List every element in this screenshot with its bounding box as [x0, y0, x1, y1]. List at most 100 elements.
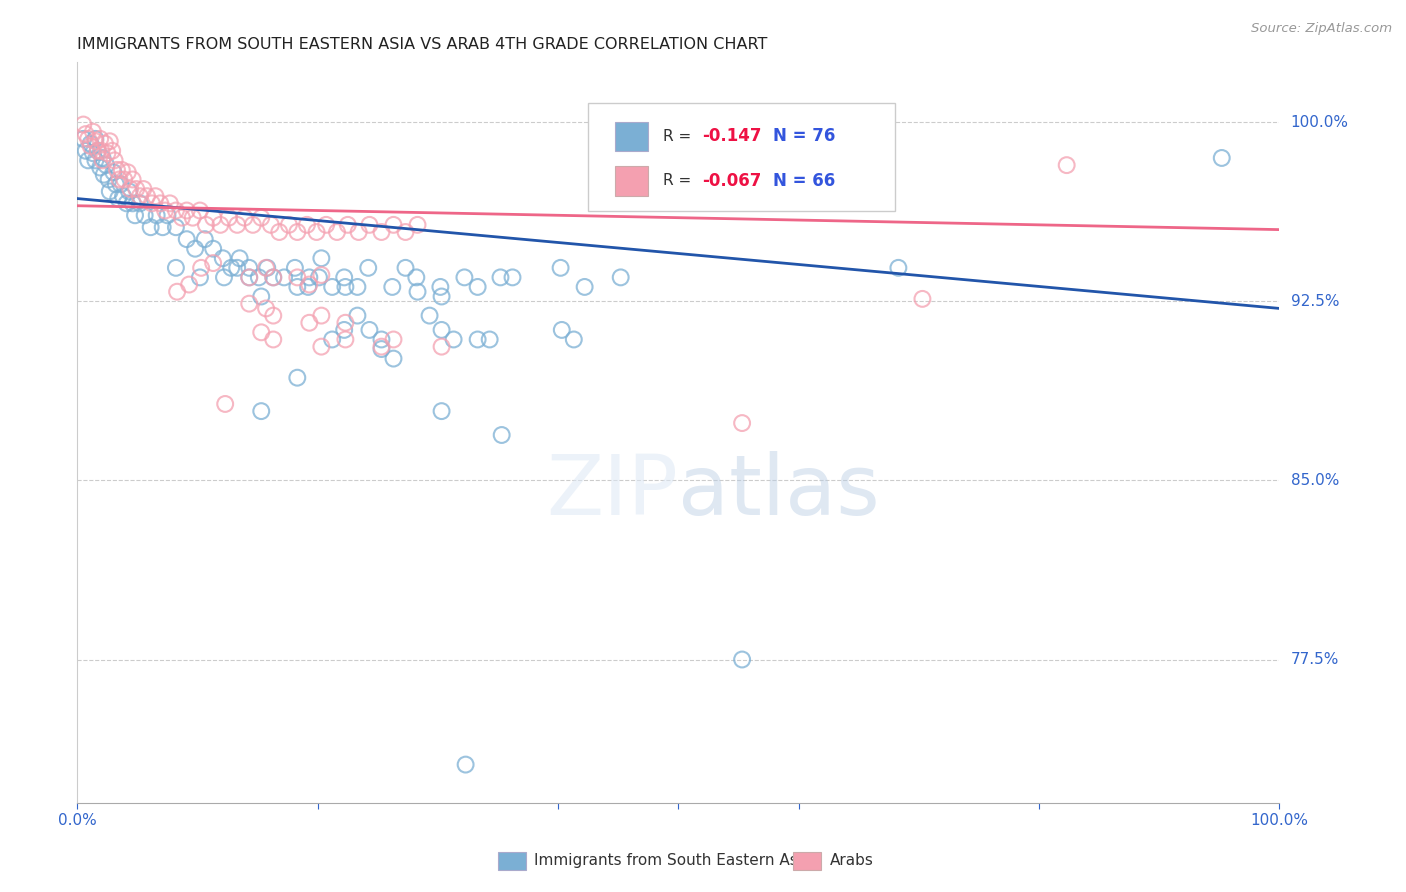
- Point: [333, 270, 356, 285]
- Point: [335, 280, 357, 294]
- Bar: [614, 166, 648, 195]
- Point: [134, 208, 156, 222]
- Point: [370, 340, 392, 354]
- Point: [311, 252, 333, 266]
- Point: [194, 232, 217, 246]
- Point: [382, 351, 405, 366]
- Point: [242, 218, 264, 232]
- Point: [550, 260, 572, 275]
- Point: [75, 127, 97, 141]
- Point: [359, 218, 381, 232]
- Point: [214, 397, 236, 411]
- Point: [226, 218, 249, 232]
- Point: [454, 757, 477, 772]
- Point: [128, 189, 150, 203]
- Point: [181, 211, 204, 225]
- Point: [256, 260, 278, 275]
- Point: [72, 118, 94, 132]
- Point: [124, 208, 146, 222]
- Point: [179, 277, 201, 292]
- Text: 85.0%: 85.0%: [1291, 473, 1339, 488]
- Point: [381, 280, 404, 294]
- Point: [285, 225, 308, 239]
- Point: [165, 260, 187, 275]
- Point: [233, 211, 256, 225]
- Point: [419, 309, 441, 323]
- Point: [152, 220, 174, 235]
- Point: [77, 153, 100, 168]
- Point: [370, 225, 392, 239]
- Point: [346, 280, 368, 294]
- Point: [1211, 151, 1233, 165]
- Point: [117, 165, 139, 179]
- Point: [238, 260, 260, 275]
- Point: [382, 218, 405, 232]
- Point: [111, 162, 134, 177]
- Point: [156, 208, 179, 222]
- Point: [238, 270, 260, 285]
- Point: [297, 280, 319, 294]
- Point: [311, 309, 333, 323]
- Point: [502, 270, 524, 285]
- Text: Arabs: Arabs: [830, 854, 873, 868]
- Point: [262, 309, 284, 323]
- Point: [489, 270, 512, 285]
- FancyBboxPatch shape: [588, 103, 894, 211]
- Point: [108, 172, 131, 186]
- Text: R =: R =: [662, 129, 696, 144]
- Point: [238, 270, 260, 285]
- Point: [405, 270, 427, 285]
- Point: [118, 185, 141, 199]
- Point: [121, 172, 143, 186]
- Text: IMMIGRANTS FROM SOUTH EASTERN ASIA VS ARAB 4TH GRADE CORRELATION CHART: IMMIGRANTS FROM SOUTH EASTERN ASIA VS AR…: [77, 37, 768, 52]
- Point: [132, 182, 155, 196]
- Point: [308, 270, 330, 285]
- Point: [219, 260, 242, 275]
- Point: [202, 242, 225, 256]
- Point: [75, 144, 97, 158]
- Point: [209, 218, 232, 232]
- Point: [91, 153, 114, 168]
- Point: [165, 220, 187, 235]
- Point: [347, 225, 370, 239]
- Point: [159, 196, 181, 211]
- Point: [170, 211, 193, 225]
- Point: [262, 333, 284, 347]
- Point: [104, 178, 127, 192]
- Point: [176, 203, 198, 218]
- Point: [562, 333, 585, 347]
- Point: [285, 270, 308, 285]
- Point: [84, 134, 107, 148]
- Point: [90, 144, 112, 158]
- Point: [98, 134, 121, 148]
- Point: [250, 289, 273, 303]
- Text: Source: ZipAtlas.com: Source: ZipAtlas.com: [1251, 22, 1392, 36]
- Point: [887, 260, 910, 275]
- Point: [128, 196, 150, 211]
- Text: 92.5%: 92.5%: [1291, 293, 1339, 309]
- Point: [91, 151, 114, 165]
- Point: [250, 326, 273, 340]
- Point: [370, 333, 392, 347]
- Point: [153, 203, 176, 218]
- Point: [112, 172, 135, 186]
- Point: [311, 268, 333, 282]
- Point: [166, 285, 188, 299]
- Point: [467, 333, 489, 347]
- Point: [103, 165, 125, 179]
- Point: [226, 260, 249, 275]
- Point: [285, 370, 308, 384]
- Text: R =: R =: [662, 173, 696, 188]
- Point: [311, 340, 333, 354]
- Point: [262, 270, 284, 285]
- Point: [93, 168, 115, 182]
- Text: N = 66: N = 66: [773, 172, 835, 190]
- Point: [254, 301, 277, 316]
- Point: [97, 172, 120, 186]
- Point: [107, 192, 129, 206]
- Point: [370, 342, 392, 356]
- Point: [188, 270, 211, 285]
- Point: [335, 316, 357, 330]
- Point: [382, 333, 405, 347]
- Point: [202, 211, 225, 225]
